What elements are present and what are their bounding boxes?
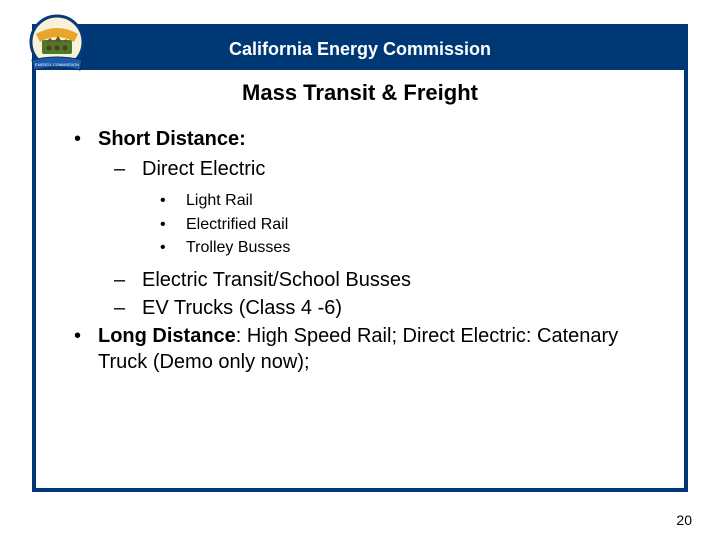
bullet-trolley-busses: • Trolley Busses bbox=[160, 237, 646, 259]
bullet-marker: – bbox=[114, 267, 142, 293]
bullet-long-distance: • Long Distance: High Speed Rail; Direct… bbox=[74, 323, 646, 375]
bullet-text: Short Distance: bbox=[98, 126, 646, 152]
bullet-text: Direct Electric bbox=[142, 156, 646, 182]
bullet-marker: • bbox=[74, 323, 98, 375]
bullet-marker: – bbox=[114, 156, 142, 182]
bullet-text: Trolley Busses bbox=[186, 237, 646, 259]
bullet-direct-electric: – Direct Electric bbox=[114, 156, 646, 182]
bullet-electrified-rail: • Electrified Rail bbox=[160, 214, 646, 236]
bullet-ev-trucks: – EV Trucks (Class 4 -6) bbox=[114, 295, 646, 321]
bullet-marker: – bbox=[114, 295, 142, 321]
content-area: • Short Distance: – Direct Electric • Li… bbox=[74, 126, 646, 379]
bullet-short-distance: • Short Distance: bbox=[74, 126, 646, 152]
cec-seal-icon: ENERGY COMMISSION bbox=[22, 12, 92, 82]
bullet-marker: • bbox=[74, 126, 98, 152]
long-distance-bold: Long Distance bbox=[98, 325, 236, 347]
bullet-text: Electrified Rail bbox=[186, 214, 646, 236]
slide-title: Mass Transit & Freight bbox=[36, 80, 684, 106]
page-number: 20 bbox=[676, 512, 692, 528]
svg-text:ENERGY COMMISSION: ENERGY COMMISSION bbox=[35, 62, 79, 67]
header-title: California Energy Commission bbox=[229, 39, 491, 60]
bullet-marker: • bbox=[160, 237, 186, 259]
bullet-light-rail: • Light Rail bbox=[160, 190, 646, 212]
bullet-text: Long Distance: High Speed Rail; Direct E… bbox=[98, 323, 646, 375]
bullet-marker: • bbox=[160, 190, 186, 212]
bullet-electric-transit: – Electric Transit/School Busses bbox=[114, 267, 646, 293]
header-bar: California Energy Commission bbox=[36, 28, 684, 70]
slide-frame: California Energy Commission ENERGY COMM… bbox=[32, 24, 688, 492]
bullet-text: Electric Transit/School Busses bbox=[142, 267, 646, 293]
bullet-text: Light Rail bbox=[186, 190, 646, 212]
bullet-marker: • bbox=[160, 214, 186, 236]
bullet-text: EV Trucks (Class 4 -6) bbox=[142, 295, 646, 321]
